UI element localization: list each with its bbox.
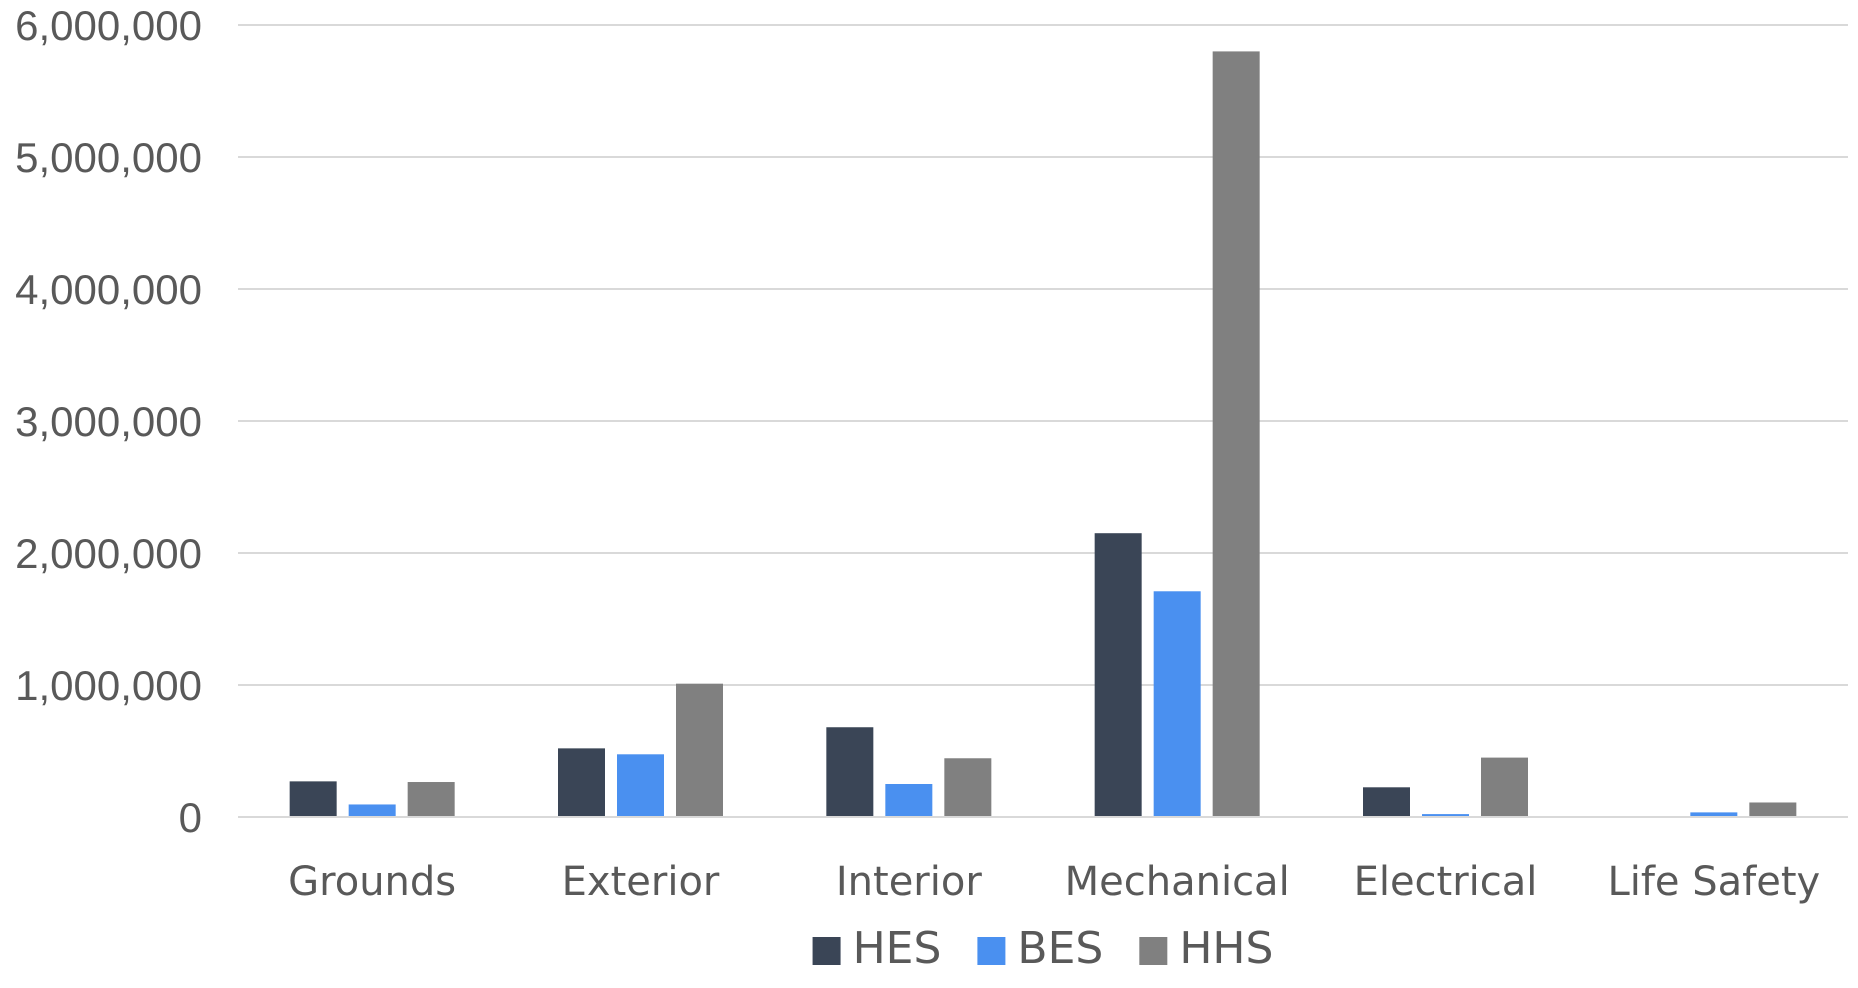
bar-bes-grounds xyxy=(348,804,396,817)
bar-hhs-grounds xyxy=(407,782,455,817)
y-tick-label: 2,000,000 xyxy=(15,530,202,577)
x-category-label: Interior xyxy=(836,859,982,905)
bar-hes-grounds xyxy=(289,781,337,817)
y-axis-tick-labels: 0 1,000,000 2,000,000 3,000,000 4,000,000 5,0… xyxy=(15,2,202,841)
legend-label: BES xyxy=(1017,923,1103,974)
bar-hhs-exterior xyxy=(676,683,723,817)
legend-item-bes: BES xyxy=(977,923,1103,974)
bar-hes-mechanical xyxy=(1094,533,1142,817)
bar-bes-mechanical xyxy=(1153,591,1201,817)
legend: HES BES HHS xyxy=(812,923,1273,974)
bar-hhs-electrical xyxy=(1481,757,1528,817)
x-axis-category-labels: Grounds Exterior Interior Mechanical Electri… xyxy=(288,859,1820,905)
x-category-label: Life Safety xyxy=(1607,859,1820,905)
bar-bes-interior xyxy=(885,784,933,817)
x-category-label: Grounds xyxy=(288,859,456,905)
bar-hes-electrical xyxy=(1363,787,1410,817)
y-tick-label: 5,000,000 xyxy=(15,134,202,181)
bar-hhs-mechanical xyxy=(1212,51,1260,817)
bar-bes-electrical xyxy=(1422,814,1469,817)
x-category-label: Mechanical xyxy=(1065,859,1290,905)
bar-hhs-interior xyxy=(944,758,992,817)
legend-item-hes: HES xyxy=(812,923,942,974)
legend-swatch xyxy=(812,937,841,965)
legend-label: HES xyxy=(853,923,942,974)
x-category-label: Electrical xyxy=(1354,859,1538,905)
y-tick-label: 6,000,000 xyxy=(15,2,202,49)
bars xyxy=(289,51,1797,817)
y-tick-label: 0 xyxy=(179,794,202,841)
bar-bes-exterior xyxy=(617,754,664,817)
bar-hhs-life-safety xyxy=(1749,802,1797,817)
legend-label: HHS xyxy=(1179,923,1273,974)
x-category-label: Exterior xyxy=(562,859,720,905)
bar-bes-life-safety xyxy=(1690,812,1738,817)
legend-swatch xyxy=(1139,937,1168,965)
y-tick-label: 4,000,000 xyxy=(15,266,202,313)
y-tick-label: 3,000,000 xyxy=(15,398,202,445)
y-tick-label: 1,000,000 xyxy=(15,662,202,709)
legend-swatch xyxy=(977,937,1006,965)
legend-item-hhs: HHS xyxy=(1139,923,1273,974)
bar-hes-exterior xyxy=(558,748,605,817)
gridlines xyxy=(238,24,1848,686)
bar-hes-interior xyxy=(826,727,874,817)
